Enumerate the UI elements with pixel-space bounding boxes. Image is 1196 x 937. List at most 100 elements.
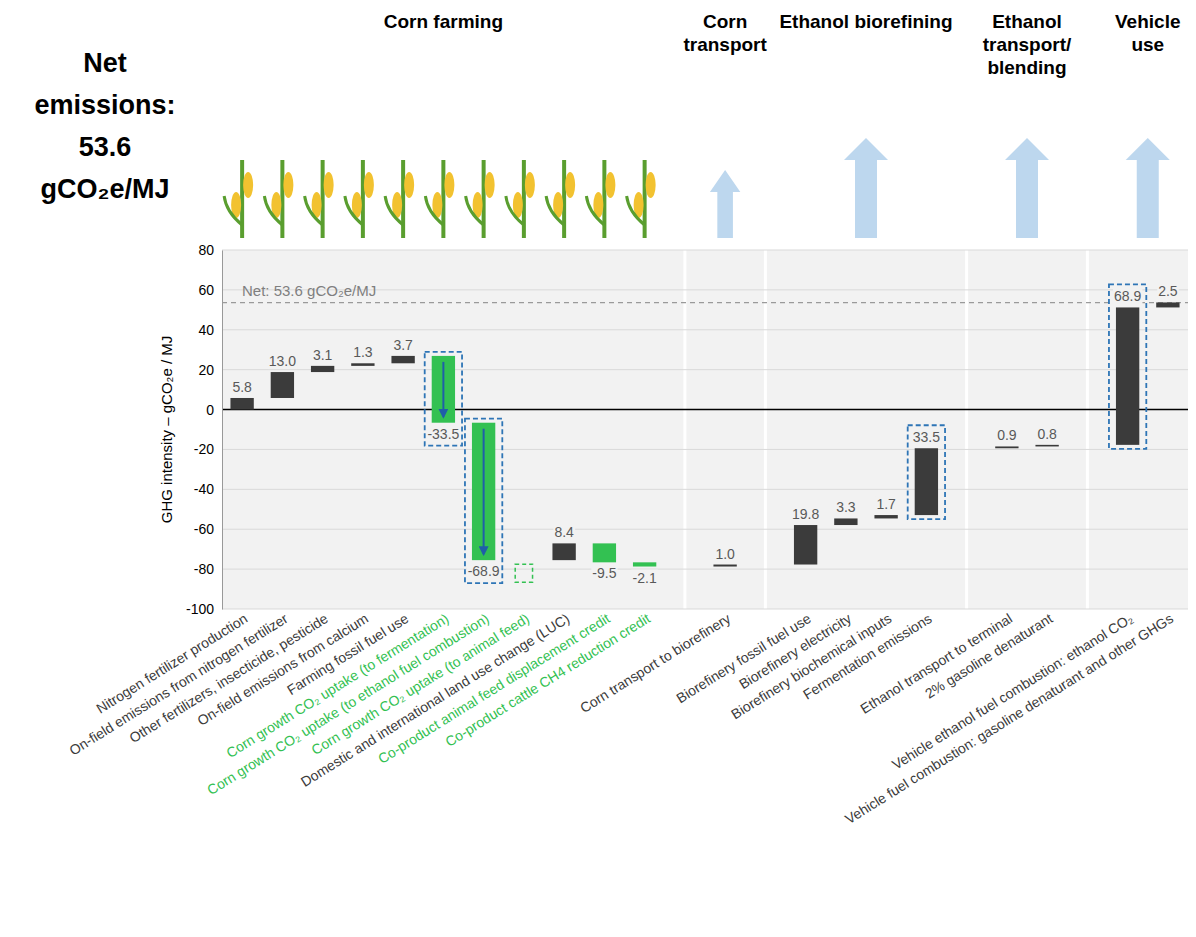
- y-tick: 40: [198, 322, 222, 338]
- x-tick-label: 2% gasoline denaturant: [922, 610, 1055, 702]
- data-label: 2.5: [1158, 283, 1178, 299]
- x-tick: 2% gasoline denaturant: [922, 609, 1055, 702]
- grid-line: [222, 449, 1188, 450]
- corn-leaf: [627, 196, 645, 225]
- corn-ear: [525, 172, 535, 198]
- bar: [794, 525, 817, 564]
- x-tick: Fermentation emissions: [800, 609, 935, 702]
- x-tick-label: Vehicle fuel combustion: gasoline denatu…: [842, 610, 1176, 827]
- data-label: 3.3: [836, 499, 856, 515]
- flow-arrow: [483, 429, 485, 554]
- y-tick-label: 40: [198, 322, 214, 338]
- corn-stalk: [441, 160, 445, 238]
- bar: [995, 446, 1018, 448]
- text-line: Ethanol: [992, 11, 1062, 32]
- label-background: [791, 506, 820, 522]
- corn-leaf: [425, 196, 443, 225]
- emission-arrow: [710, 170, 740, 238]
- x-tick: Corn transport to biorefinery: [577, 609, 733, 716]
- x-tick-label: Domestic and international land use chan…: [298, 610, 572, 790]
- text-line: Net: [83, 48, 127, 78]
- corn-leaf: [546, 196, 564, 225]
- bar: [915, 448, 938, 515]
- text-line: Corn farming: [384, 11, 503, 32]
- text-line: 53.6: [79, 132, 132, 162]
- corn-leaf: [466, 196, 484, 225]
- data-label: -33.5: [427, 426, 459, 442]
- x-tick-label: Corn transport to biorefinery: [577, 610, 733, 716]
- label-background: [1157, 283, 1179, 299]
- corn-stalk: [321, 160, 325, 238]
- text-line: emissions:: [34, 90, 175, 120]
- stage-header: Corn farming: [384, 11, 503, 32]
- data-label: -9.5: [592, 565, 616, 581]
- x-tick-label: Co-product animal feed displacement cred…: [375, 610, 613, 767]
- title: Net emissions: 53.6 gCO₂e/MJ: [34, 48, 175, 204]
- data-label: 1.0: [715, 546, 735, 562]
- corn-ear: [283, 172, 293, 198]
- net-label: Net: 53.6 gCO₂e/MJ: [242, 282, 376, 299]
- corn-leaf: [385, 196, 403, 225]
- data-labels: 5.813.03.11.33.7-33.5-68.98.4-9.5-2.11.0…: [231, 283, 1178, 585]
- bar: [874, 515, 897, 518]
- label-background: [912, 429, 941, 445]
- label-background: [875, 496, 897, 512]
- data-label: 1.3: [353, 344, 373, 360]
- corn-ear: [605, 172, 615, 198]
- x-tick-label: Fermentation emissions: [800, 610, 935, 702]
- stage-separator: [1086, 250, 1089, 609]
- corn-ear: [565, 172, 575, 198]
- corn-leaf: [345, 196, 363, 225]
- bar: [391, 356, 414, 363]
- data-label: 3.1: [313, 347, 333, 363]
- flow-arrow: [442, 362, 444, 417]
- label-background: [591, 565, 617, 581]
- stage-separator: [965, 250, 968, 609]
- text-line: Ethanol biorefining: [779, 11, 952, 32]
- emission-arrow: [844, 138, 888, 238]
- bar: [351, 363, 374, 366]
- data-label: 0.8: [1037, 426, 1057, 442]
- data-label: 0.9: [997, 427, 1017, 443]
- stage-header: Ethanoltransport/blending: [983, 11, 1072, 78]
- y-tick-label: 0: [206, 402, 214, 418]
- y-axis-line: [222, 251, 223, 610]
- placeholder-box: [515, 564, 532, 582]
- corn-ear: [646, 172, 656, 198]
- text-line: use: [1131, 34, 1164, 55]
- stage-header: Corntransport: [683, 11, 767, 55]
- bar: [432, 356, 455, 423]
- bar: [593, 543, 616, 562]
- corn-stalk: [482, 160, 486, 238]
- plot-background: [222, 250, 1188, 609]
- y-tick: 60: [198, 282, 222, 298]
- y-tick: 20: [198, 362, 222, 378]
- data-label: 33.5: [913, 429, 940, 445]
- data-label: -2.1: [633, 570, 657, 586]
- corn-leaf: [506, 196, 524, 225]
- data-label: -68.9: [468, 563, 500, 579]
- text-line: gCO₂e/MJ: [40, 174, 169, 204]
- corn-leaf: [264, 196, 282, 225]
- bar: [1116, 307, 1139, 444]
- data-label: 19.8: [792, 506, 819, 522]
- data-label: 1.7: [876, 496, 896, 512]
- corn-ear: [444, 172, 454, 198]
- grid-line: [222, 329, 1188, 330]
- grid-line: [222, 569, 1188, 570]
- y-tick: -60: [194, 521, 222, 537]
- label-background: [312, 347, 334, 363]
- corn-leaf: [224, 196, 242, 225]
- bar: [311, 366, 334, 372]
- data-label: 13.0: [269, 353, 296, 369]
- y-tick-label: -20: [194, 441, 214, 457]
- bar: [230, 398, 253, 410]
- grid-line: [222, 369, 1188, 370]
- text-line: Corn: [703, 11, 747, 32]
- label-background: [553, 524, 575, 540]
- corn-stalk: [643, 160, 647, 238]
- label-background: [714, 546, 736, 562]
- grid-line: [222, 250, 1188, 251]
- y-axis-title: GHG intensity – gCO₂e / MJ: [158, 336, 175, 524]
- highlight-box: [465, 419, 502, 583]
